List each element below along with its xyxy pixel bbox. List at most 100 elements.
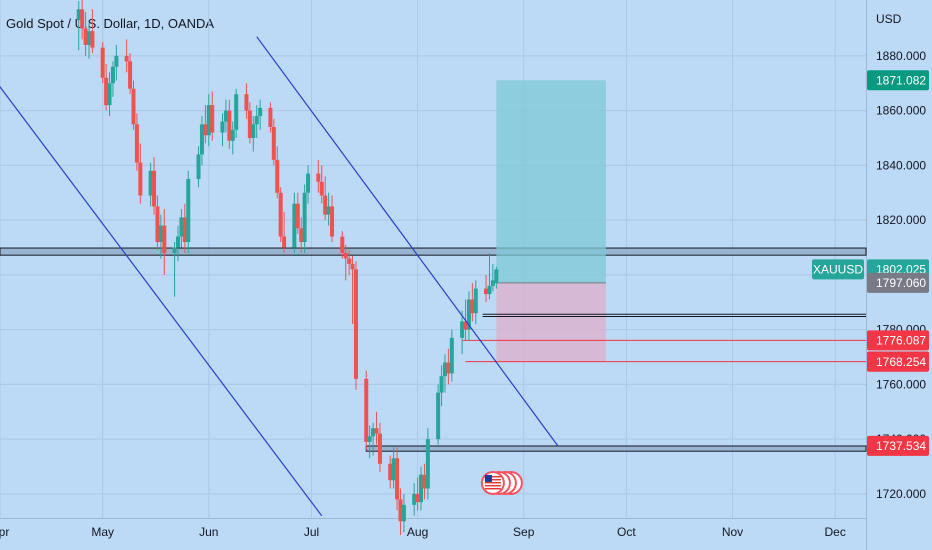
candle-body: [107, 83, 112, 106]
candle-body: [377, 433, 382, 464]
price-tag-label: 1776.087: [876, 333, 926, 347]
time-tick-label: Sep: [513, 525, 535, 539]
support-resistance-zone: [365, 445, 867, 452]
candle-body: [172, 247, 177, 253]
price-tag: [867, 330, 929, 351]
candle-body: [487, 285, 492, 295]
candle-body: [251, 124, 256, 138]
time-tick-label: Jun: [199, 525, 218, 539]
candle-body: [162, 225, 167, 253]
price-tick-label: 1840.000: [876, 158, 926, 172]
channel-lines: [0, 36, 559, 517]
candle-body: [449, 337, 454, 374]
position-tool[interactable]: [496, 80, 606, 362]
price-tag: [867, 70, 929, 91]
price-tag-label: 1768.254: [876, 355, 926, 369]
candle-body: [439, 376, 444, 393]
flag-stripe: [484, 481, 501, 484]
symbol-label: XAUUSD: [813, 262, 863, 276]
candle-body: [340, 236, 345, 253]
event-marker[interactable]: [480, 470, 523, 495]
candle-body: [134, 124, 139, 163]
candle-body: [422, 474, 427, 489]
candle-body: [398, 499, 403, 522]
candle-body: [110, 66, 115, 84]
candle-body: [350, 263, 355, 270]
candle-body: [446, 362, 451, 374]
candle-body: [326, 206, 331, 215]
candle-body: [323, 195, 328, 215]
candle-body: [80, 9, 85, 29]
candle-body: [395, 458, 400, 500]
time-axis-divider: [0, 518, 866, 519]
chart-title: Gold Spot / U.S. Dollar, 1D, OANDA: [6, 16, 215, 31]
candle-body: [330, 206, 335, 237]
price-tag: [867, 435, 929, 456]
candle-body: [83, 28, 88, 45]
candle-body: [415, 493, 420, 503]
candle-body: [86, 31, 91, 45]
candle-body: [319, 181, 324, 196]
candle-body: [124, 55, 129, 62]
price-tag: [867, 272, 929, 293]
candle-body: [494, 269, 499, 284]
candle-body: [460, 321, 465, 338]
candle-body: [230, 129, 235, 141]
candle-body: [306, 173, 311, 193]
candle-body: [155, 206, 160, 243]
candle-body: [436, 392, 441, 440]
flag-canton: [484, 474, 492, 482]
price-axis-divider: [866, 0, 867, 550]
candle-body: [401, 504, 406, 522]
candle-body: [175, 236, 180, 248]
candle-body: [364, 378, 369, 442]
candle-body: [244, 94, 249, 111]
candle-body: [152, 170, 157, 207]
channel-line: [256, 36, 559, 447]
candle-body: [278, 192, 283, 237]
candle-body: [196, 154, 201, 180]
candle-body: [234, 94, 239, 130]
candle-body: [182, 217, 187, 243]
price-tag: [867, 351, 929, 372]
candle-body: [148, 170, 153, 196]
candle-body: [275, 159, 280, 193]
candle-body: [247, 110, 252, 138]
candle-body: [302, 192, 307, 243]
price-tag-label: 1797.060: [876, 276, 926, 290]
time-tick-label: Dec: [825, 525, 846, 539]
price-tag-label: 1802.025: [876, 262, 926, 276]
candle-body: [374, 428, 379, 434]
candle-body: [343, 252, 348, 259]
time-tick-label: Apr: [0, 525, 9, 539]
candle-body: [206, 105, 211, 136]
candle-body: [220, 121, 225, 133]
flag-stripe: [484, 478, 501, 481]
candle-body: [76, 9, 81, 21]
channel-line: [0, 85, 323, 517]
symbol-tag: [812, 259, 864, 280]
candle-body: [463, 321, 468, 330]
candle-body: [254, 116, 259, 125]
candle-body: [391, 458, 396, 481]
candle-body: [282, 236, 287, 248]
candle-body: [258, 107, 263, 117]
time-tick-label: Jul: [304, 525, 319, 539]
candle-body: [490, 280, 495, 286]
candle-body: [466, 299, 471, 330]
stop-zone[interactable]: [496, 282, 606, 362]
zones: [0, 247, 867, 452]
candle-body: [442, 362, 447, 377]
target-zone[interactable]: [496, 80, 606, 283]
candle-body: [412, 493, 417, 505]
candle-body: [223, 110, 228, 122]
flag-stripe: [484, 484, 501, 487]
price-tag-label: 1737.534: [876, 439, 926, 453]
price-tick-label: 1720.000: [876, 487, 926, 501]
time-tick-label: Nov: [722, 525, 743, 539]
price-tick-label: 1880.000: [876, 49, 926, 63]
candle-body: [484, 288, 489, 295]
candle-body: [128, 61, 133, 89]
horizontal-lines: [462, 313, 866, 363]
